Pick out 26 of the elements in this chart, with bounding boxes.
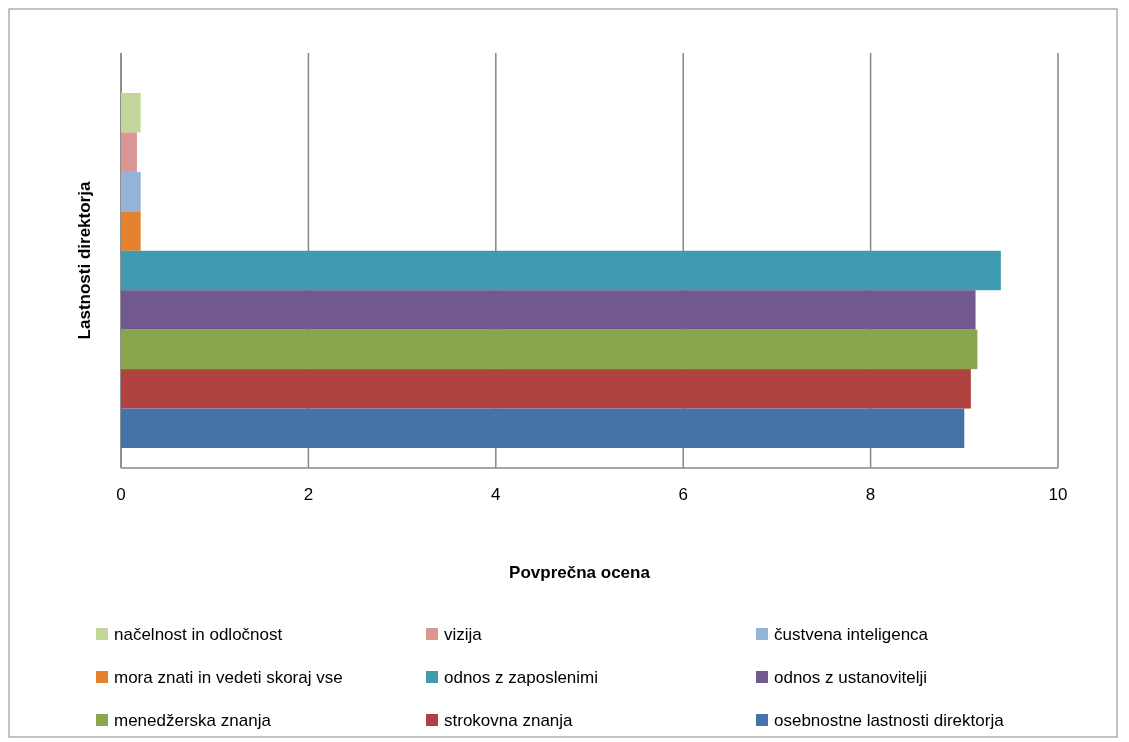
x-tick-label: 6	[678, 485, 688, 504]
legend-label: osebnostne lastnosti direktorja	[774, 711, 1005, 730]
y-axis-title: Lastnosti direktorja	[75, 181, 94, 340]
legend-label: menedžerska znanja	[114, 711, 272, 730]
legend-label: odnos z zaposlenimi	[444, 668, 599, 687]
bar	[121, 408, 965, 448]
x-tick-label: 8	[865, 485, 876, 504]
x-tick-label: 0	[116, 485, 126, 504]
bar	[121, 329, 978, 370]
legend-label: odnos z ustanovitelji	[774, 668, 928, 687]
x-tick-label: 2	[303, 485, 314, 504]
bar	[121, 171, 141, 212]
bar	[121, 132, 137, 172]
bar	[121, 290, 976, 330]
legend-label: strokovna znanja	[444, 711, 574, 730]
bar	[121, 93, 141, 133]
x-tick-label: 10	[1048, 485, 1068, 504]
bar	[121, 211, 141, 251]
bar	[121, 250, 1001, 291]
legend-label: načelnost in odločnost	[114, 625, 283, 644]
legend-label: vizija	[444, 625, 483, 644]
x-tick-label: 4	[491, 485, 501, 504]
bar	[121, 369, 971, 409]
legend-label: čustvena inteligenca	[774, 625, 929, 644]
x-axis-title: Povprečna ocena	[509, 563, 651, 582]
legend-label: mora znati in vedeti skoraj vse	[114, 668, 343, 687]
